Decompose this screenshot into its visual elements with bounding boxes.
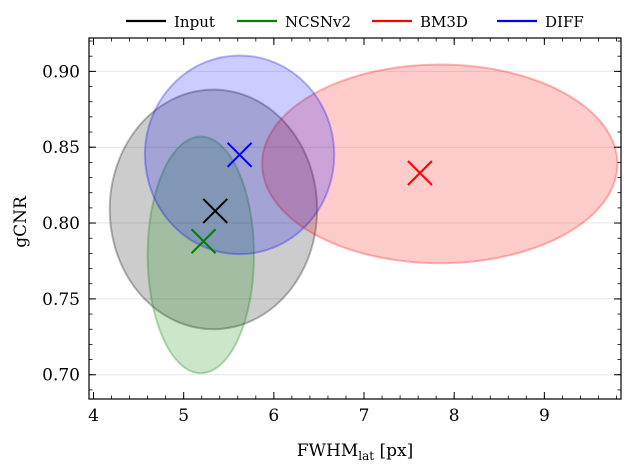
plot-frame [88, 37, 622, 400]
grid [89, 70, 621, 376]
ellipse-bm3d [261, 63, 619, 265]
x-tick-label: 9 [539, 406, 550, 426]
x-tick-label: 8 [449, 406, 460, 426]
legend-label: DIFF [545, 13, 584, 31]
x-axis-label-subscript: lat [358, 449, 374, 463]
legend-item-bm3d: BM3D [372, 13, 468, 31]
y-tick-label: 0.85 [42, 138, 80, 158]
legend-item-input: Input [126, 13, 215, 31]
legend-label: Input [174, 13, 215, 31]
axis-ticks: 4 5 6 7 8 9 0.70 0.75 0.80 0.85 0.90 [42, 38, 621, 426]
marker-layer [190, 142, 433, 254]
x-axis-label-main: FWHM [297, 441, 359, 461]
legend: Input NCSNv2 BM3D DIFF [126, 13, 584, 31]
marker-stroke [226, 142, 253, 168]
legend-item-diff: DIFF [497, 13, 584, 31]
marker-diff [226, 142, 253, 168]
y-tick-label: 0.70 [42, 366, 80, 386]
x-axis-label-unit: [px] [374, 441, 413, 461]
x-tick-label: 6 [268, 406, 279, 426]
marker-input [202, 198, 228, 224]
ellipse-ncsnv2 [146, 135, 256, 375]
marker-stroke [202, 198, 228, 224]
x-tick-label: 4 [88, 406, 99, 426]
y-tick-label: 0.90 [42, 62, 80, 82]
y-tick-label: 0.80 [42, 214, 80, 234]
marker-stroke [190, 228, 217, 254]
marker-stroke [407, 160, 433, 186]
legend-label: BM3D [420, 13, 468, 31]
y-axis-label: gCNR [11, 195, 31, 248]
legend-label: NCSNv2 [285, 13, 351, 31]
x-axis-label: FWHMlat [px] [297, 441, 413, 463]
x-tick-label: 7 [359, 406, 370, 426]
ellipse-layer [108, 54, 619, 375]
legend-item-ncsnv2: NCSNv2 [237, 13, 351, 31]
marker-bm3d [407, 160, 433, 186]
marker-ncsnv2 [190, 228, 217, 254]
x-tick-label: 5 [178, 406, 189, 426]
y-tick-label: 0.75 [42, 290, 80, 310]
